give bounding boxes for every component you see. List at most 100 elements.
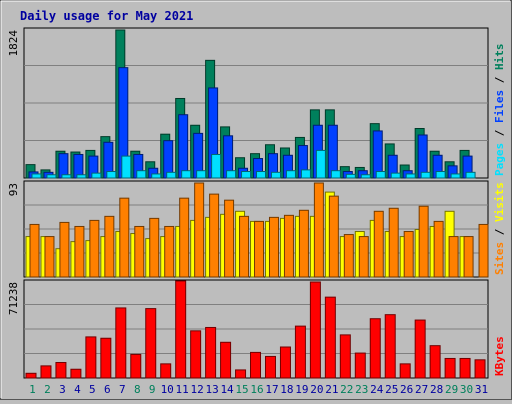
- bar-kbytes-day-4: [70, 368, 82, 379]
- x-tick-label: 28: [430, 383, 443, 396]
- x-tick-label: 3: [59, 383, 66, 396]
- bar-sites-day-23: [358, 236, 369, 278]
- bar-files-day-21: [327, 124, 338, 179]
- bar-pages-day-24: [375, 171, 386, 179]
- bar-sites-day-22: [343, 234, 354, 278]
- bar-sites-day-11: [179, 197, 190, 278]
- bar-kbytes-day-1: [25, 372, 37, 379]
- x-tick-label: 18: [280, 383, 293, 396]
- bar-sites-day-7: [119, 197, 130, 278]
- bar-sites-day-3: [59, 221, 70, 278]
- bar-pages-day-27: [420, 171, 431, 179]
- bar-kbytes-day-17: [264, 355, 276, 379]
- bar-sites-day-6: [104, 215, 115, 278]
- x-tick-label: 23: [355, 383, 368, 396]
- y-max-label-visitors: 93: [7, 183, 20, 196]
- x-tick-label: 16: [250, 383, 263, 396]
- bar-sites-day-17: [268, 216, 279, 278]
- bar-kbytes-day-24: [369, 318, 381, 379]
- bar-kbytes-day-26: [399, 363, 411, 379]
- bar-pages-day-22: [345, 173, 356, 179]
- bar-files-day-27: [417, 134, 428, 179]
- x-tick-label: 4: [74, 383, 81, 396]
- bar-sites-day-4: [74, 225, 85, 278]
- x-tick-label: 29: [445, 383, 458, 396]
- bar-pages-day-15: [241, 171, 252, 179]
- bar-kbytes-day-22: [339, 334, 351, 379]
- legend-label-traffic: KBytes: [493, 336, 506, 376]
- bar-kbytes-day-13: [205, 326, 217, 379]
- x-tick-label: 12: [191, 383, 204, 396]
- bar-kbytes-day-31: [474, 359, 486, 379]
- bar-pages-day-17: [270, 171, 281, 179]
- y-max-label-requests: 1824: [7, 30, 20, 57]
- legend-part: KBytes: [493, 336, 506, 376]
- legend-part: /: [493, 222, 506, 242]
- bar-sites-day-21: [328, 195, 339, 278]
- bar-sites-day-13: [209, 193, 220, 278]
- x-tick-label: 22: [340, 383, 353, 396]
- bar-pages-day-12: [196, 170, 207, 179]
- bar-files-day-24: [372, 130, 383, 179]
- bar-pages-day-10: [166, 171, 177, 179]
- bar-sites-day-31: [478, 223, 489, 278]
- bar-pages-day-23: [360, 174, 371, 179]
- bar-kbytes-day-7: [115, 307, 127, 379]
- bar-sites-day-20: [313, 182, 324, 278]
- bar-pages-day-9: [151, 173, 162, 179]
- bar-kbytes-day-3: [55, 362, 67, 379]
- bar-kbytes-day-16: [250, 351, 262, 379]
- chart-panels: 1824 Pages / Files / Hits 93 Sites / Visits…: [7, 27, 506, 379]
- legend-part: Files: [493, 90, 506, 123]
- x-tick-label: 10: [161, 383, 174, 396]
- bar-kbytes-day-20: [309, 281, 321, 379]
- bar-sites-day-28: [433, 220, 444, 278]
- bar-files-day-11: [178, 114, 189, 179]
- bar-pages-day-16: [256, 171, 267, 179]
- x-tick-label: 27: [415, 383, 428, 396]
- x-tick-label: 5: [89, 383, 96, 396]
- panel-traffic: 71238 KBytes: [7, 279, 506, 379]
- bar-kbytes-day-18: [279, 346, 291, 379]
- x-tick-label: 26: [400, 383, 413, 396]
- x-tick-label: 15: [235, 383, 248, 396]
- bar-sites-day-24: [373, 210, 384, 278]
- x-tick-label: 7: [119, 383, 126, 396]
- bar-pages-day-5: [91, 172, 102, 179]
- bar-kbytes-day-19: [294, 325, 306, 379]
- y-max-label-traffic: 71238: [7, 282, 20, 315]
- bar-kbytes-day-11: [175, 280, 187, 379]
- bar-kbytes-day-25: [384, 314, 396, 379]
- x-tick-label: 9: [149, 383, 156, 396]
- x-tick-label: 21: [325, 383, 338, 396]
- panel-requests: 1824 Pages / Files / Hits: [7, 27, 506, 179]
- bar-sites-day-10: [164, 225, 175, 278]
- x-tick-label: 24: [370, 383, 384, 396]
- x-tick-label: 6: [104, 383, 111, 396]
- bar-sites-day-18: [283, 214, 294, 278]
- bar-kbytes-day-12: [190, 330, 202, 379]
- bar-kbytes-day-6: [100, 337, 112, 379]
- bar-pages-day-26: [405, 173, 416, 179]
- bar-kbytes-day-2: [40, 365, 52, 379]
- bar-sites-day-8: [134, 225, 145, 278]
- x-tick-label: 30: [460, 383, 473, 396]
- bar-pages-day-21: [330, 170, 341, 179]
- legend-part: /: [493, 123, 506, 143]
- bar-kbytes-day-15: [235, 369, 247, 379]
- x-tick-label: 8: [134, 383, 141, 396]
- bar-pages-day-8: [136, 170, 147, 179]
- x-tick-label: 1: [29, 383, 36, 396]
- x-tick-label: 14: [220, 383, 234, 396]
- bar-pages-day-29: [450, 173, 461, 179]
- legend-part: Sites: [493, 242, 506, 275]
- bar-kbytes-day-21: [324, 296, 336, 379]
- bar-pages-day-11: [181, 170, 192, 179]
- bar-sites-day-25: [388, 207, 399, 278]
- legend-label-visitors: Sites / Visits: [493, 182, 506, 275]
- bar-kbytes-day-9: [145, 308, 157, 379]
- bar-pages-day-3: [61, 174, 72, 179]
- x-tick-label: 25: [385, 383, 398, 396]
- bar-pages-day-2: [46, 174, 57, 179]
